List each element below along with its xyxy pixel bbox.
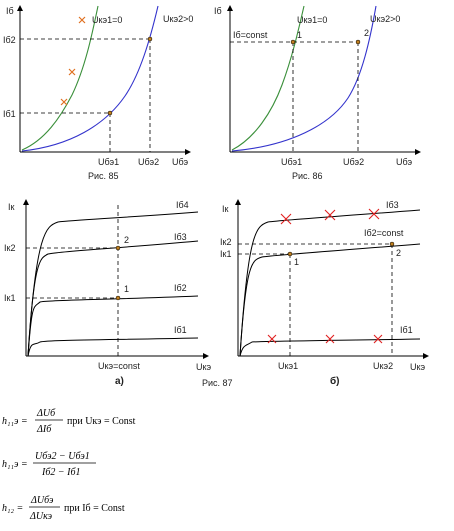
fig85-curve-uke2 — [21, 5, 159, 152]
fig87b-label-ib3: Iб3 — [386, 200, 399, 210]
fig87a-x-label: Uкэ — [196, 362, 212, 372]
fig87a-label-ib1: Iб1 — [174, 325, 187, 335]
fig85-cross-marker — [78, 16, 86, 24]
formula2-denominator: Iб2 − Iб1 — [41, 467, 80, 478]
fig85-point-2 — [147, 36, 153, 42]
fig85-cross-marker — [60, 98, 68, 106]
fig87b-subcaption: б) — [330, 375, 340, 387]
fig85-curve1-label: Uкэ1=0 — [92, 15, 122, 25]
fig86-const-label: Iб=const — [233, 30, 268, 40]
fig85-curve-uke1 — [21, 5, 99, 151]
fig87b-cross-marker — [267, 334, 277, 344]
fig87a-point1-label: 1 — [124, 284, 129, 294]
formula1-numerator: ΔUб — [36, 408, 56, 419]
fig86-curve2-label: Uкэ2>0 — [370, 14, 400, 24]
fig86-point2-label: 2 — [364, 28, 369, 38]
fig87b-cross-marker — [373, 334, 383, 344]
figure-85: Iб Uбэ Uкэ1=0 Uкэ2>0 Iб2 Iб1 Uбэ1 Uбэ2 Р… — [3, 5, 193, 181]
fig87a-ytick-ik2: Iк2 — [4, 243, 15, 253]
fig86-xtick-ube2: Uбэ2 — [343, 157, 364, 167]
fig87a-label-ib4: Iб4 — [176, 200, 189, 210]
fig87b-curve-ib2 — [239, 243, 421, 357]
formula1-lhs: h₁₁э = — [2, 416, 28, 427]
fig85-cross-marker — [68, 68, 76, 76]
fig85-xtick-ube2: Uбэ2 — [138, 157, 159, 167]
fig87a-curve-ib1 — [27, 337, 199, 357]
formula2-numerator: Uбэ2 − Uбэ1 — [35, 451, 90, 462]
fig87b-ytick-ik1: Iк1 — [220, 249, 231, 259]
fig87a-label-ib2: Iб2 — [174, 283, 187, 293]
fig87b-ytick-ik2: Iк2 — [220, 237, 231, 247]
fig87b-cross-marker — [325, 334, 335, 344]
fig86-xtick-ube1: Uбэ1 — [281, 157, 302, 167]
fig85-cross-markers — [60, 16, 86, 106]
formula3-denominator: ΔUкэ — [29, 511, 53, 522]
fig87b-cross-marker — [368, 208, 380, 220]
formula3-numerator: ΔUбэ — [30, 495, 54, 506]
fig87b-point-2 — [389, 241, 395, 247]
fig87a-xtick-uke-const: Uкэ=const — [98, 361, 140, 371]
fig87-caption: Рис. 87 — [202, 378, 233, 388]
formula-2: h₁₁э = Uбэ2 − Uбэ1 Iб2 − Iб1 — [2, 451, 96, 478]
fig87b-cross-marker — [324, 209, 336, 221]
fig87a-point-1 — [115, 295, 121, 301]
fig85-point-1 — [107, 110, 113, 116]
fig87b-cross-markers — [267, 208, 383, 344]
fig86-curve1-label: Uкэ1=0 — [297, 15, 327, 25]
fig87a-subcaption: а) — [115, 376, 124, 387]
fig85-ytick-ib2: Iб2 — [3, 35, 16, 45]
fig85-y-label: Iб — [6, 6, 14, 16]
fig86-caption: Рис. 86 — [292, 171, 323, 181]
fig87b-point2-label: 2 — [396, 248, 401, 258]
fig85-caption: Рис. 85 — [88, 171, 119, 181]
fig86-y-label: Iб — [214, 6, 222, 16]
fig86-x-label: Uбэ — [396, 157, 413, 167]
formula3-lhs: h₁₂ = — [2, 503, 23, 514]
fig85-x-label: Uбэ — [172, 157, 189, 167]
fig87b-curve-ib1 — [239, 338, 421, 357]
fig86-point-1 — [290, 39, 296, 45]
formula2-lhs: h₁₁э = — [2, 459, 28, 470]
fig87b-curve-ib3 — [239, 209, 421, 357]
formula1-denominator: ΔIб — [36, 424, 52, 435]
fig85-ytick-ib1: Iб1 — [3, 109, 16, 119]
fig87b-xtick-uke2: Uкэ2 — [373, 361, 393, 371]
fig87a-curve-ib4 — [27, 211, 199, 357]
fig85-curve2-label: Uкэ2>0 — [163, 14, 193, 24]
figure-87b: Iк Uкэ 1 2 Iб3 Iб2=const Iб1 Iк2 Iк1 Uкэ… — [220, 199, 429, 387]
fig87b-label-ib1: Iб1 — [400, 325, 413, 335]
fig87b-point-1 — [287, 251, 293, 257]
formula3-condition: при Iб = Const — [64, 503, 125, 514]
fig87b-cross-marker — [280, 213, 292, 225]
fig87b-label-ib2-const: Iб2=const — [364, 228, 404, 238]
fig86-point-2 — [355, 39, 361, 45]
fig85-xtick-ube1: Uбэ1 — [98, 157, 119, 167]
formula1-condition: при Uкэ = Const — [67, 416, 136, 427]
fig87b-point1-label: 1 — [294, 257, 299, 267]
fig87a-label-ib3: Iб3 — [174, 232, 187, 242]
fig86-point1-label: 1 — [297, 30, 302, 40]
fig86-curve-uke2 — [231, 5, 377, 152]
formula-1: h₁₁э = ΔUб ΔIб при Uкэ = Const — [2, 408, 136, 435]
figure-86: Iб Uбэ 1 2 Iб=const Uкэ1=0 Uкэ2>0 Uбэ1 U… — [214, 5, 421, 181]
fig87b-xtick-uke1: Uкэ1 — [278, 361, 298, 371]
fig87b-x-label: Uкэ — [410, 362, 426, 372]
fig87a-ytick-ik1: Iк1 — [4, 293, 15, 303]
fig87a-y-label: Iк — [8, 202, 15, 212]
figure-87a: Iк Uкэ 2 1 Iб4 Iб3 Iб2 Iб1 Iк2 Iк1 Uкэ=c… — [4, 199, 212, 387]
fig87b-y-label: Iк — [222, 204, 229, 214]
fig87a-point-2 — [115, 245, 121, 251]
formula-3: h₁₂ = ΔUбэ ΔUкэ при Iб = Const — [2, 495, 125, 522]
fig87a-curve-ib2 — [27, 295, 199, 357]
fig87a-point2-label: 2 — [124, 235, 129, 245]
fig86-curve-uke1 — [231, 5, 305, 151]
